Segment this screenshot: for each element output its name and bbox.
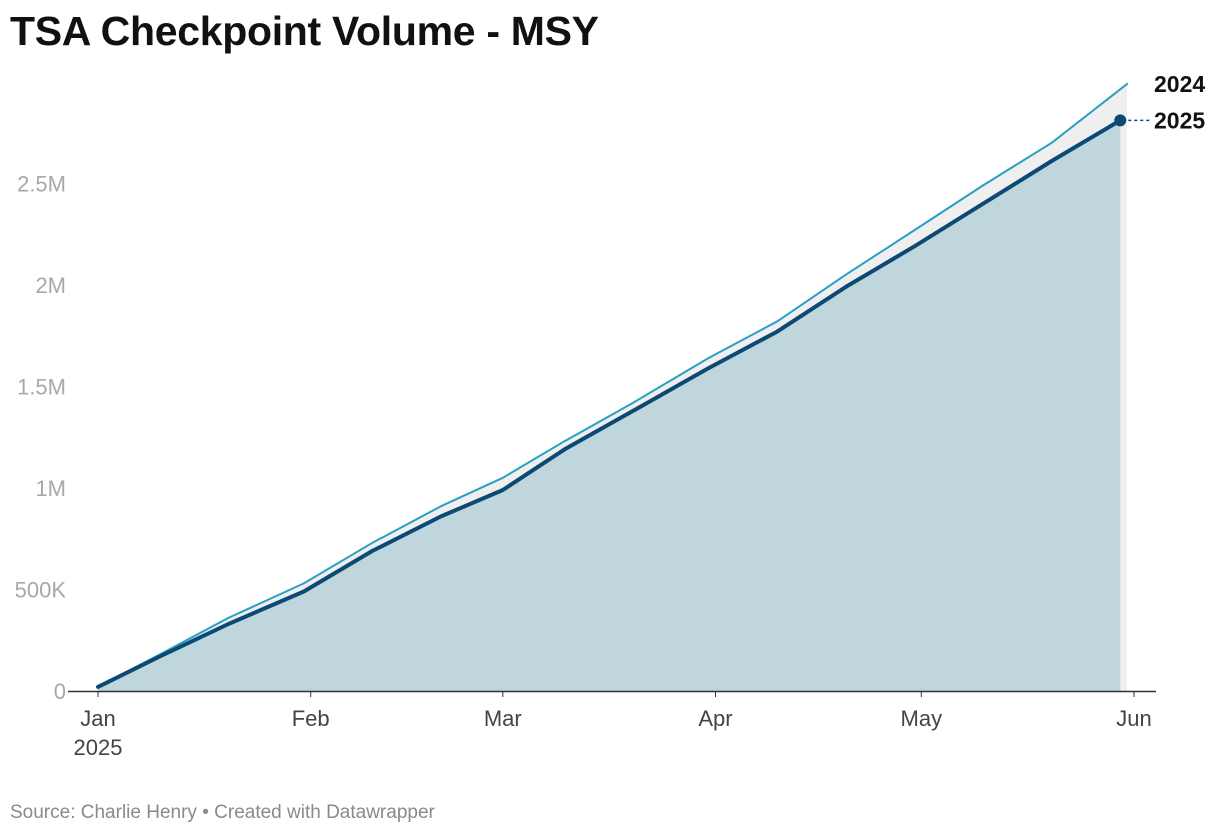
x-tick-label: Feb	[292, 706, 330, 731]
footer-separator: •	[202, 802, 209, 823]
source-text: Source: Charlie Henry	[10, 802, 197, 823]
line-layer	[96, 82, 1129, 689]
y-tick-label: 1M	[35, 476, 66, 501]
y-tick-label: 2.5M	[17, 171, 66, 196]
chart-footer: Source: Charlie Henry • Created with Dat…	[10, 802, 435, 824]
y-tick-label: 500K	[15, 577, 67, 602]
area-layer	[98, 83, 1128, 691]
series-label-2024: 2024	[1154, 71, 1205, 97]
x-axis: Jan 2025 Feb Mar Apr May Jun	[68, 690, 1156, 760]
chart-title: TSA Checkpoint Volume - MSY	[10, 8, 599, 54]
series-labels: 2024 2025	[1128, 71, 1205, 133]
x-tick-sublabel: 2025	[74, 735, 123, 760]
y-tick-label: 1.5M	[17, 374, 66, 399]
chart-svg: 0 500K 1M 1.5M 2M 2.5M Jan 2025 Feb Mar Apr May Jun…	[15, 71, 1206, 760]
y-tick-label: 2M	[35, 273, 66, 298]
x-tick-label: Jun	[1116, 706, 1151, 731]
x-tick-label: Jan	[80, 706, 115, 731]
x-tick-label: Apr	[698, 706, 732, 731]
x-tick-label: Mar	[484, 706, 522, 731]
x-tick-label: May	[901, 706, 943, 731]
credit-text: Created with Datawrapper	[214, 802, 435, 823]
series-label-2025: 2025	[1154, 107, 1205, 133]
line-2024	[97, 82, 1129, 688]
y-tick-label: 0	[54, 679, 66, 704]
end-point-2025	[1114, 114, 1127, 127]
y-axis: 0 500K 1M 1.5M 2M 2.5M	[15, 171, 67, 704]
area-2025	[98, 120, 1121, 691]
line-2025	[96, 118, 1123, 689]
